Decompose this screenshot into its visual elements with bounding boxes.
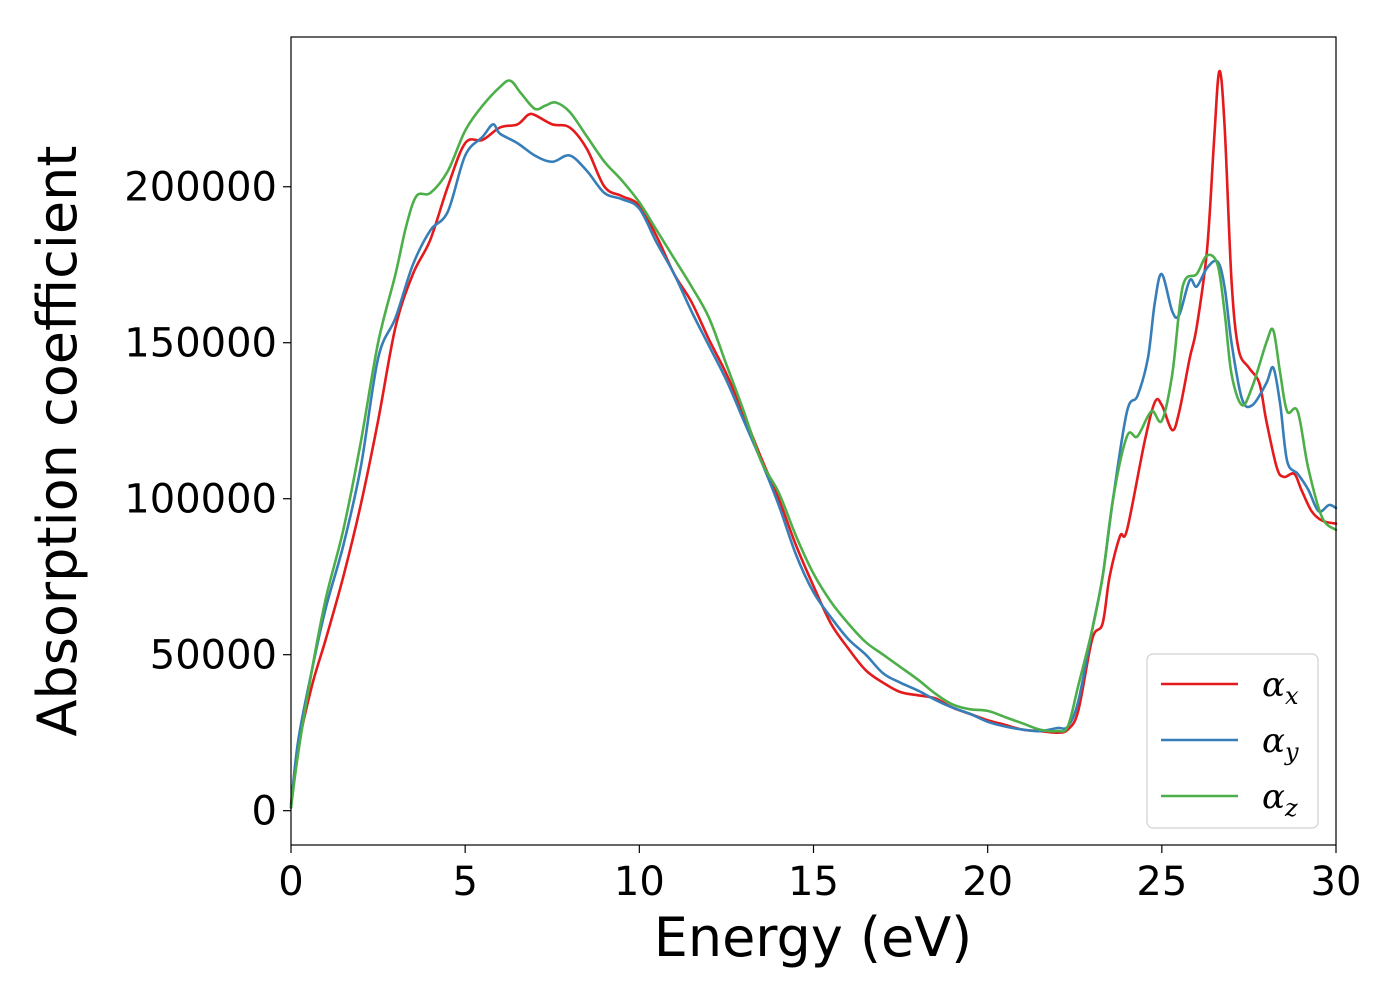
legend-label-z: αz: [1262, 777, 1298, 822]
x-tick-label: 5: [452, 859, 477, 905]
x-tick-label: 0: [278, 859, 303, 905]
y-tick-label: 150000: [124, 321, 277, 367]
x-tick-label: 15: [788, 859, 839, 905]
x-axis-title: Energy (eV): [654, 906, 973, 969]
x-tick-label: 10: [614, 859, 665, 905]
x-tick-label: 30: [1311, 859, 1362, 905]
y-tick-label: 0: [252, 789, 277, 835]
legend-label-x: αx: [1262, 665, 1299, 710]
y-tick-label: 50000: [150, 633, 277, 679]
series-line-x: [289, 69, 1338, 806]
legend: αx αy αz: [1146, 653, 1319, 829]
series-line-z: [289, 79, 1338, 809]
y-tick-label: 200000: [124, 165, 277, 211]
legend-label-y: αy: [1262, 721, 1299, 766]
y-axis-title: Absorption coefficient: [26, 146, 89, 737]
y-tick-label: 100000: [124, 477, 277, 523]
tick-layer: 0 5 10 15 20 25 30 0 50000 100000 150000 200000: [124, 165, 1361, 905]
x-tick-label: 25: [1136, 859, 1187, 905]
series-line-y: [289, 123, 1338, 809]
x-tick-label: 20: [962, 859, 1013, 905]
series-layer: [289, 69, 1338, 809]
